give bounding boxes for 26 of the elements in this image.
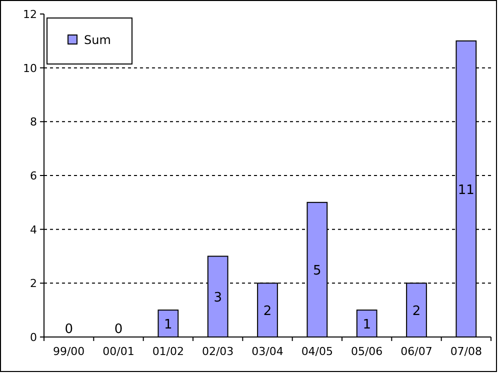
legend-label: Sum xyxy=(84,33,111,47)
y-tick-label: 10 xyxy=(23,62,37,75)
data-label: 2 xyxy=(263,304,272,320)
x-tick-label: 00/01 xyxy=(102,345,134,358)
data-label: 0 xyxy=(64,322,73,337)
data-label: 2 xyxy=(412,304,421,320)
y-tick-label: 0 xyxy=(30,331,37,344)
x-tick-label: 01/02 xyxy=(152,345,184,358)
y-tick-label: 8 xyxy=(30,116,37,129)
y-tick-label: 6 xyxy=(30,170,37,182)
y-tick-label: 4 xyxy=(30,223,37,236)
x-tick-label: 99/00 xyxy=(52,345,85,358)
data-label: 1 xyxy=(164,318,172,333)
data-label: 3 xyxy=(214,290,222,306)
x-tick-label: 02/03 xyxy=(202,345,234,358)
data-label: 0 xyxy=(114,322,123,337)
y-tick-label: 12 xyxy=(23,8,37,21)
x-tick-label: 05/06 xyxy=(350,345,383,358)
data-label: 11 xyxy=(458,182,474,198)
x-tick-label: 04/05 xyxy=(301,345,334,358)
x-tick-label: 07/08 xyxy=(450,345,482,358)
x-tick-label: 06/07 xyxy=(400,345,432,358)
x-tick-label: 03/04 xyxy=(252,345,284,358)
data-label: 1 xyxy=(362,318,371,333)
y-tick-label: 2 xyxy=(30,277,37,290)
data-label: 5 xyxy=(313,264,322,279)
